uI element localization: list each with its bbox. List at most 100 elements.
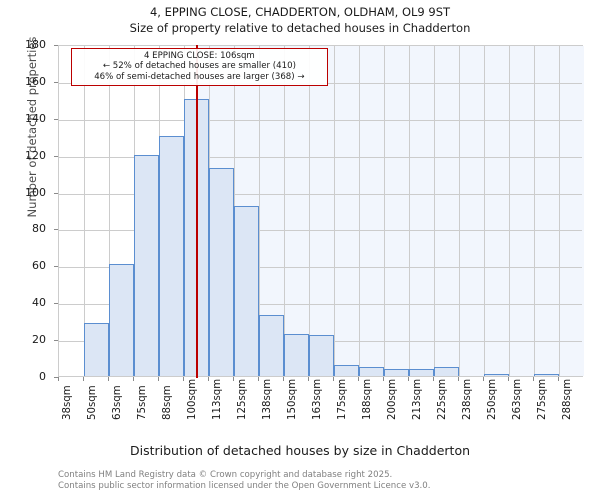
gridline	[109, 46, 110, 376]
histogram-bar	[209, 167, 234, 376]
histogram-bar	[384, 368, 409, 376]
x-tick-mark	[183, 377, 184, 381]
x-tick-label: 163sqm	[312, 378, 323, 420]
gridline	[484, 46, 485, 376]
histogram-bar	[409, 368, 434, 376]
y-tick-label: 180	[25, 38, 46, 51]
gridline	[59, 156, 582, 158]
y-tick-mark	[54, 377, 58, 378]
gridline	[334, 46, 335, 376]
gridline	[309, 46, 310, 376]
x-tick-label: 150sqm	[287, 378, 298, 420]
plot-area	[58, 45, 584, 378]
y-tick-mark	[54, 45, 58, 46]
histogram-bar	[109, 263, 134, 376]
histogram-bar	[234, 206, 259, 376]
x-tick-mark	[283, 377, 284, 381]
y-tick-mark	[54, 155, 58, 157]
gridline	[84, 46, 85, 376]
x-tick-mark	[508, 377, 509, 381]
y-tick-mark	[54, 192, 58, 194]
gridline	[59, 193, 582, 195]
gridline	[259, 46, 260, 376]
x-tick-label: 225sqm	[437, 378, 448, 420]
x-tick-mark	[233, 377, 234, 381]
x-tick-mark	[308, 377, 309, 381]
x-tick-mark	[483, 377, 484, 381]
gridline	[284, 46, 285, 376]
x-tick-label: 238sqm	[462, 378, 473, 420]
x-tick-label: 263sqm	[512, 378, 523, 420]
chart-title-block: 4, EPPING CLOSE, CHADDERTON, OLDHAM, OL9…	[0, 4, 600, 36]
x-tick-label: 50sqm	[87, 385, 98, 420]
y-tick-label: 20	[32, 333, 46, 347]
gridline	[559, 46, 560, 376]
x-tick-mark	[158, 377, 159, 381]
x-tick-mark	[333, 377, 334, 381]
gridline	[59, 267, 582, 269]
gridline	[509, 46, 510, 376]
x-tick-label: 188sqm	[362, 378, 373, 420]
x-tick-mark	[408, 377, 409, 381]
x-tick-mark	[558, 377, 559, 381]
y-tick-label: 60	[32, 259, 46, 273]
annotation-line-1: 4 EPPING CLOSE: 106sqm	[143, 51, 255, 61]
x-tick-mark	[58, 377, 59, 381]
x-tick-label: 100sqm	[187, 378, 198, 420]
x-tick-label: 125sqm	[237, 378, 248, 420]
histogram-bar	[84, 322, 109, 376]
x-tick-label: 250sqm	[487, 378, 498, 420]
x-tick-label: 213sqm	[412, 378, 423, 420]
x-tick-mark	[458, 377, 459, 381]
y-tick-mark	[54, 81, 58, 83]
histogram-bar	[359, 366, 384, 376]
x-axis-title: Distribution of detached houses by size …	[129, 443, 471, 458]
chart-title: 4, EPPING CLOSE, CHADDERTON, OLDHAM, OL9…	[149, 5, 451, 19]
histogram-bar	[534, 374, 559, 376]
histogram-bar	[134, 154, 159, 376]
histogram-bar	[484, 374, 509, 376]
footer-line-1: Contains HM Land Registry data © Crown c…	[58, 470, 393, 480]
x-tick-label: 63sqm	[112, 385, 123, 420]
x-tick-label: 275sqm	[537, 378, 548, 420]
x-tick-label: 113sqm	[212, 378, 223, 420]
gridline	[434, 46, 435, 376]
y-tick-mark	[54, 118, 58, 120]
x-tick-mark	[258, 377, 259, 381]
x-tick-label: 38sqm	[62, 385, 73, 420]
histogram-bar	[159, 136, 184, 376]
y-tick-label: 120	[25, 148, 46, 162]
x-tick-mark	[133, 377, 134, 381]
y-tick-label: 80	[32, 222, 46, 236]
footer-line-2: Contains public sector information licen…	[58, 480, 431, 491]
x-tick-label: 175sqm	[337, 378, 348, 420]
gridline	[359, 46, 360, 376]
y-tick-label: 100	[25, 185, 46, 199]
y-tick-label: 140	[25, 111, 46, 125]
chart-footer: Contains HM Land Registry data © Crown c…	[58, 470, 588, 491]
histogram-bar	[334, 364, 359, 376]
histogram-bar	[434, 366, 459, 376]
x-tick-mark	[533, 377, 534, 381]
annotation-line-3: 46% of semi-detached houses are larger (…	[94, 71, 305, 82]
x-tick-mark	[83, 377, 84, 381]
gridline	[459, 46, 460, 376]
x-tick-label: 88sqm	[162, 385, 173, 420]
y-tick-label: 160	[25, 74, 46, 88]
property-annotation-box: 4 EPPING CLOSE: 106sqm ← 52% of detached…	[71, 48, 328, 87]
gridline	[534, 46, 535, 376]
gridline	[59, 119, 582, 121]
histogram-bar	[309, 335, 334, 376]
x-tick-label: 200sqm	[387, 378, 398, 420]
histogram-bar	[259, 315, 284, 376]
y-tick-mark	[54, 266, 58, 268]
x-tick-label: 288sqm	[562, 378, 573, 420]
x-tick-mark	[108, 377, 109, 381]
x-tick-mark	[358, 377, 359, 381]
x-tick-mark	[433, 377, 434, 381]
y-tick-label: 0	[39, 370, 46, 383]
gridline	[409, 46, 410, 376]
y-tick-mark	[54, 303, 58, 305]
gridline	[59, 230, 582, 232]
